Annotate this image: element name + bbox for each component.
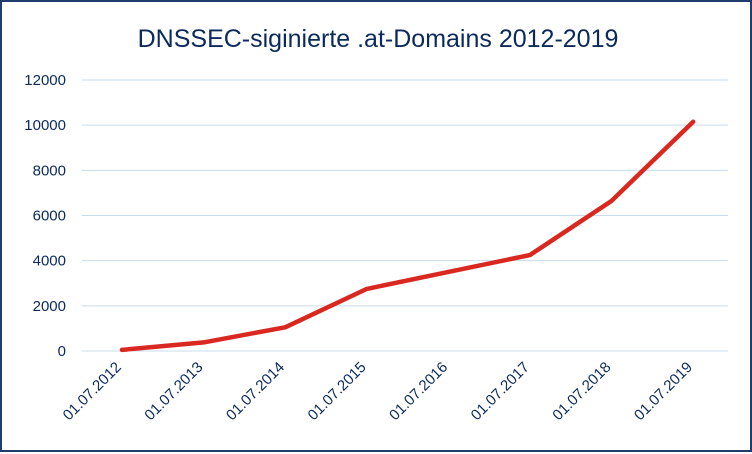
series-layer xyxy=(119,119,696,353)
x-tick-label: 01.07.2018 xyxy=(549,359,614,424)
x-axis-ticks: 01.07.2012 01.07.2013 01.07.2014 01.07.2015… xyxy=(60,359,696,424)
series-line xyxy=(119,119,696,353)
y-axis-ticks: 0 2000 4000 6000 8000 10000 12000 xyxy=(24,72,66,360)
y-tick-label: 8000 xyxy=(33,162,66,179)
y-tick-label: 2000 xyxy=(33,298,66,315)
x-tick-label: 01.07.2017 xyxy=(468,359,533,424)
y-tick-label: 10000 xyxy=(24,117,66,134)
gridlines xyxy=(82,79,728,352)
x-tick-label: 01.07.2016 xyxy=(386,359,451,424)
chart-title: DNSSEC-siginierte .at-Domains 2012-2019 xyxy=(138,25,619,53)
x-tick-label: 01.07.2012 xyxy=(60,359,125,424)
y-tick-label: 0 xyxy=(58,343,66,360)
x-tick-label: 01.07.2014 xyxy=(223,359,288,424)
x-tick-label: 01.07.2013 xyxy=(141,359,206,424)
x-tick-label: 01.07.2015 xyxy=(305,359,370,424)
y-tick-label: 4000 xyxy=(33,253,66,270)
x-tick-label: 01.07.2019 xyxy=(631,359,696,424)
y-tick-label: 6000 xyxy=(33,208,66,225)
y-tick-label: 12000 xyxy=(24,72,66,89)
